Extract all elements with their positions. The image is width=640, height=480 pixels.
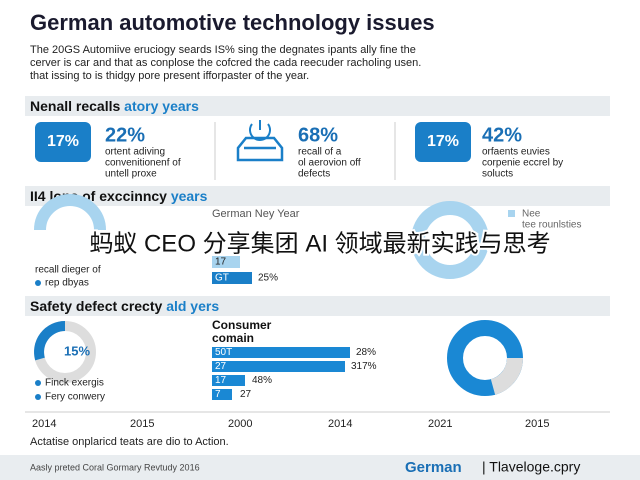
band xyxy=(25,296,610,316)
stat-desc: recall of a xyxy=(298,147,342,158)
legend-dot xyxy=(35,394,41,400)
bar-value: 28% xyxy=(356,347,376,358)
band xyxy=(25,96,610,116)
year: 2021 xyxy=(428,418,452,430)
bar-label: 17 xyxy=(215,257,227,268)
label: recall dieger of xyxy=(35,265,101,276)
stat-desc: ortent adiving xyxy=(105,147,165,158)
bar-label: GT xyxy=(215,273,229,284)
bar xyxy=(212,347,350,358)
donut-arc xyxy=(34,321,66,361)
band xyxy=(25,186,610,206)
legend: Nee xyxy=(522,209,541,220)
legend-dot xyxy=(35,280,41,286)
icon-label: 17% xyxy=(47,133,79,150)
legend-swatch xyxy=(508,210,515,217)
bar xyxy=(212,256,240,268)
bar xyxy=(212,375,245,386)
stat-desc: ol aerovion off xyxy=(298,158,361,169)
bar-label: 7 xyxy=(215,389,221,400)
bar-label: 50T xyxy=(215,347,232,358)
legend-dot xyxy=(35,380,41,386)
chart-title: German Ney Year xyxy=(212,208,300,220)
bar-label: 17 xyxy=(215,375,227,386)
footer-brand: German xyxy=(405,459,462,476)
icon-label: 17% xyxy=(427,133,459,150)
bar-value: 317% xyxy=(351,361,377,372)
donut xyxy=(411,201,489,279)
stat-desc: corpenie eccrel by xyxy=(482,158,563,169)
icon xyxy=(415,122,471,162)
stat-desc: orfaents euvies xyxy=(482,147,550,158)
stat-desc: defects xyxy=(298,169,330,180)
chart-title: comain xyxy=(212,331,254,345)
year: 2014 xyxy=(32,418,56,430)
footer-site: | Tlaveloge.cpry xyxy=(482,459,580,475)
icon xyxy=(35,122,91,162)
overlay-caption: 蚂蚁 CEO 分享集团 AI 领域最新实践与思考 xyxy=(89,230,550,257)
legend: Finck exergis xyxy=(45,378,104,389)
stat-desc: untell proxe xyxy=(105,169,157,180)
year: 2015 xyxy=(130,418,154,430)
power-icon xyxy=(249,120,271,141)
stat-value: 42% xyxy=(482,124,522,146)
stat-desc: solucts xyxy=(482,169,513,180)
legend: Fery conwery xyxy=(45,392,105,403)
bar-value: 48% xyxy=(252,375,272,386)
donut xyxy=(34,194,106,231)
stat-value: 22% xyxy=(105,124,145,146)
bar xyxy=(212,272,252,284)
year: 2014 xyxy=(328,418,352,430)
footnote: Actatise onplaricd teats are dio to Acti… xyxy=(30,436,229,448)
car-icon xyxy=(236,136,284,162)
title: German automotive technology issues xyxy=(30,10,435,35)
bar xyxy=(212,361,345,372)
bar xyxy=(212,389,232,400)
footer-source: Aasly preted Coral Gormary Revtudy 2016 xyxy=(30,462,200,472)
intro: cerver is car and that as conplose the c… xyxy=(30,57,421,69)
stat-desc: convenitionenf of xyxy=(105,158,181,169)
year: 2000 xyxy=(228,418,252,430)
intro: The 20GS Automiive eruciogy seards IS% s… xyxy=(30,44,416,56)
donut-arc xyxy=(490,357,524,395)
intro: that issing to is thidgy pore present if… xyxy=(30,70,309,82)
year: 2015 xyxy=(525,418,549,430)
legend: tee rounlsties xyxy=(522,220,581,231)
bar-value: 27 xyxy=(240,389,252,400)
bar-value: 25% xyxy=(258,273,278,284)
legend: rep dbyas xyxy=(45,278,89,289)
bar-label: 27 xyxy=(215,361,227,372)
heading: Safety defect crecty ald yers xyxy=(30,298,219,314)
donut-label: 15% xyxy=(64,343,90,358)
stat-value: 68% xyxy=(298,124,338,146)
chart-title: Consumer xyxy=(212,318,272,332)
heading: Nenall recalls atory years xyxy=(30,98,199,114)
footer-bar xyxy=(0,455,640,480)
